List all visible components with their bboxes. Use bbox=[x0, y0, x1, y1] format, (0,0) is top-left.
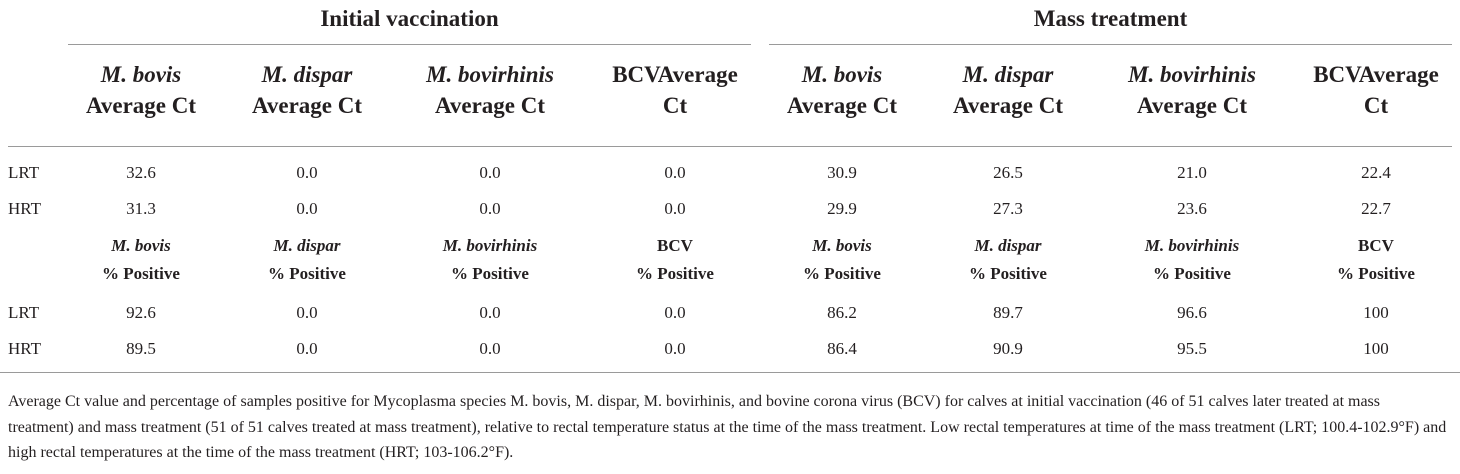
table-cell: 96.6 bbox=[1177, 303, 1207, 322]
table-cell: 95.5 bbox=[1177, 339, 1207, 358]
table-cell: 30.9 bbox=[827, 163, 857, 182]
table-cell: 89.5 bbox=[126, 339, 156, 358]
subheader-initial-m-bovis: M. bovis% Positive bbox=[102, 236, 180, 283]
table-cell: 90.9 bbox=[993, 339, 1023, 358]
table-cell: 0.0 bbox=[479, 303, 501, 322]
subheader-initial-m-bovirhinis: M. bovirhinis% Positive bbox=[442, 236, 538, 283]
column-header-mass-bcv: BCVAverage Ct bbox=[1313, 62, 1439, 118]
table-cell: 0.0 bbox=[664, 303, 686, 322]
row-label-positive-lrt: LRT bbox=[8, 303, 40, 322]
table-cell: 0.0 bbox=[479, 339, 501, 358]
group-header-initial-vaccination: Initial vaccination bbox=[320, 6, 499, 31]
table-cell: 100 bbox=[1363, 339, 1389, 358]
table-bottom-rule bbox=[0, 372, 1460, 373]
table-cell: 26.5 bbox=[993, 163, 1023, 182]
table-cell: 0.0 bbox=[296, 163, 318, 182]
table-cell: 22.4 bbox=[1361, 163, 1391, 182]
table-cell: 0.0 bbox=[296, 303, 318, 322]
table-cell: 23.6 bbox=[1177, 199, 1207, 218]
group-rule-initial bbox=[68, 44, 751, 45]
group-header-mass-treatment: Mass treatment bbox=[1033, 6, 1188, 31]
row-label-ct-lrt: LRT bbox=[8, 163, 40, 182]
column-header-mass-m-dispar: M. dispar Average Ct bbox=[952, 62, 1064, 118]
table-caption: Average Ct value and percentage of sampl… bbox=[8, 393, 1447, 461]
column-header-initial-bcv: BCVAverage Ct bbox=[612, 62, 738, 118]
table-cell: 0.0 bbox=[479, 199, 501, 218]
subheader-mass-m-dispar: M. dispar% Positive bbox=[969, 236, 1047, 283]
column-header-mass-m-bovirhinis: M. bovirhinis Average Ct bbox=[1128, 62, 1256, 118]
table-cell: 0.0 bbox=[664, 163, 686, 182]
table-cell: 92.6 bbox=[126, 303, 156, 322]
table-cell: 21.0 bbox=[1177, 163, 1207, 182]
table-cell: 22.7 bbox=[1361, 199, 1391, 218]
table-cell: 27.3 bbox=[993, 199, 1023, 218]
table-cell: 0.0 bbox=[296, 199, 318, 218]
subheader-initial-bcv: BCV% Positive bbox=[636, 236, 714, 283]
subheader-initial-m-dispar: M. dispar% Positive bbox=[268, 236, 346, 283]
row-label-ct-hrt: HRT bbox=[8, 199, 41, 218]
table-cell: 89.7 bbox=[993, 303, 1023, 322]
column-header-initial-m-dispar: M. dispar Average Ct bbox=[251, 62, 363, 118]
column-header-mass-m-bovis: M. bovis Average Ct bbox=[786, 62, 898, 118]
table-cell: 31.3 bbox=[126, 199, 156, 218]
table-cell: 29.9 bbox=[827, 199, 857, 218]
table-cell: 100 bbox=[1363, 303, 1389, 322]
subheader-mass-bcv: BCV% Positive bbox=[1337, 236, 1415, 283]
table-cell: 86.2 bbox=[827, 303, 857, 322]
table-cell: 86.4 bbox=[827, 339, 857, 358]
header-rule bbox=[8, 146, 1452, 147]
subheader-mass-m-bovirhinis: M. bovirhinis% Positive bbox=[1144, 236, 1240, 283]
subheader-mass-m-bovis: M. bovis% Positive bbox=[803, 236, 881, 283]
table-cell: 32.6 bbox=[126, 163, 156, 182]
column-header-initial-m-bovis: M. bovis Average Ct bbox=[85, 62, 197, 118]
table-cell: 0.0 bbox=[479, 163, 501, 182]
group-rule-mass bbox=[769, 44, 1452, 45]
table-cell: 0.0 bbox=[296, 339, 318, 358]
row-label-positive-hrt: HRT bbox=[8, 339, 41, 358]
column-header-initial-m-bovirhinis: M. bovirhinis Average Ct bbox=[426, 62, 554, 118]
table-cell: 0.0 bbox=[664, 339, 686, 358]
table-cell: 0.0 bbox=[664, 199, 686, 218]
